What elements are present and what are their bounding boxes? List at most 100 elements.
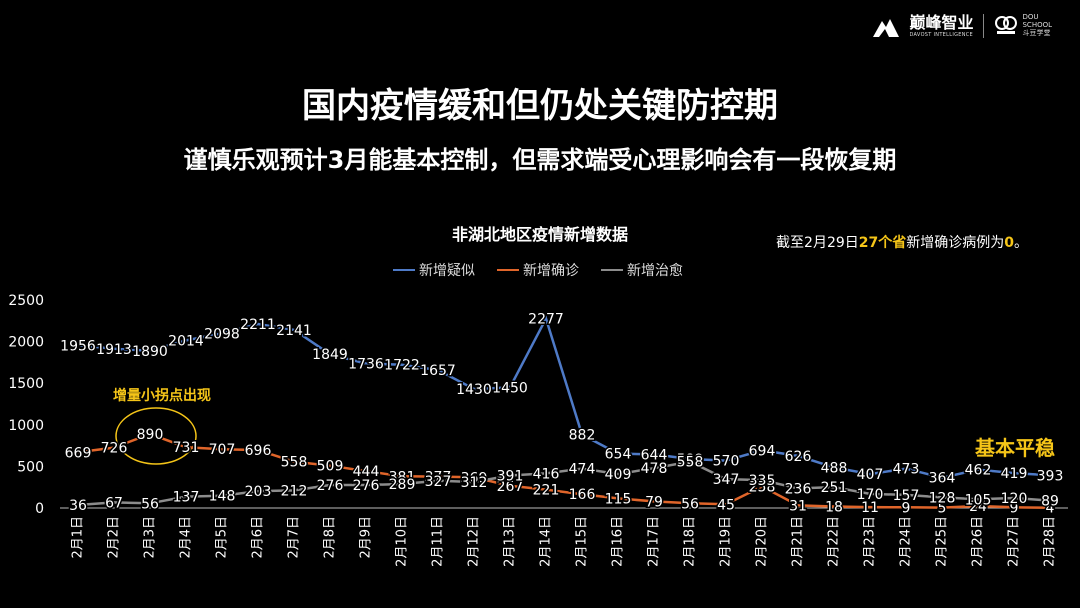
data-label: 56 — [141, 496, 159, 512]
chart-axes: 0 500 1000 1500 2000 2500 2月1日 2月2日 2月3日 2月4日 2月5日… — [8, 293, 1068, 567]
data-label: 327 — [425, 474, 452, 490]
x-tick-label: 2月9日 — [359, 516, 374, 559]
school-logo: DOU SCHOOL 斗豆学堂 — [994, 14, 1052, 37]
data-label: 1657 — [420, 363, 456, 379]
data-label: 276 — [353, 478, 380, 494]
data-label: 120 — [1001, 491, 1028, 507]
data-label: 381 — [389, 469, 416, 485]
data-label: 89 — [1041, 494, 1059, 510]
data-label: 474 — [569, 462, 596, 478]
data-label: 166 — [569, 487, 596, 503]
series-line — [77, 460, 1051, 507]
x-tick-label: 2月10日 — [395, 516, 410, 567]
x-tick-label: 2月20日 — [755, 516, 770, 567]
data-label: 694 — [749, 443, 776, 459]
chart-title: 非湖北地区疫情新增数据 — [452, 225, 628, 244]
data-label: 24 — [969, 499, 987, 515]
data-label: 137 — [173, 490, 200, 506]
data-label: 473 — [893, 462, 920, 478]
data-label: 203 — [245, 484, 272, 500]
data-label: 890 — [137, 427, 164, 443]
y-tick-label: 0 — [35, 501, 44, 517]
data-label: 312 — [461, 475, 488, 491]
data-label: 36 — [69, 498, 87, 514]
data-label: 2141 — [276, 323, 312, 339]
inflection-annotation: 增量小拐点出现 — [113, 387, 211, 404]
data-label: 2098 — [204, 326, 240, 342]
data-label: 1956 — [60, 338, 96, 354]
x-tick-label: 2月26日 — [971, 516, 986, 567]
inflection-highlight-ellipse — [115, 407, 197, 465]
legend-label: 新增治愈 — [627, 263, 683, 279]
x-tick-label: 2月17日 — [647, 516, 662, 567]
note-middle: 新增确诊病例为 — [906, 235, 1005, 251]
x-tick-label: 2月19日 — [719, 516, 734, 567]
note-suffix: 。 — [1014, 235, 1028, 251]
data-label: 726 — [101, 441, 128, 457]
school-name-cn: 斗豆学堂 — [1022, 28, 1051, 37]
brand-name: 巅峰智业 DAVOST INTELLIGENCE — [909, 14, 974, 38]
x-tick-label: 2月5日 — [215, 516, 230, 559]
data-label: 409 — [605, 467, 632, 483]
school-name-en-1: DOU — [1022, 13, 1039, 22]
stable-annotation: 基本平稳 — [975, 436, 1055, 460]
data-label: 654 — [605, 447, 632, 463]
x-tick-label: 2月11日 — [431, 516, 446, 567]
data-label: 558 — [281, 455, 308, 471]
data-label: 1913 — [96, 342, 132, 358]
legend-label: 新增确诊 — [523, 263, 579, 279]
data-label: 416 — [533, 466, 560, 482]
x-tick-label: 2月13日 — [503, 516, 518, 567]
data-label: 56 — [681, 496, 699, 512]
data-label: 488 — [821, 460, 848, 476]
data-label: 11 — [861, 500, 879, 516]
data-label: 335 — [749, 473, 776, 489]
brand-logo: 巅峰智业 DAVOST INTELLIGENCE DOU SCHOOL 斗豆学堂 — [873, 14, 1052, 38]
mountain-logo-icon — [873, 19, 900, 37]
data-label: 462 — [965, 463, 992, 479]
data-label: 9 — [902, 500, 911, 516]
x-tick-label: 2月2日 — [107, 516, 122, 559]
data-label: 289 — [389, 477, 416, 493]
data-label: 1890 — [132, 344, 168, 360]
data-label: 276 — [317, 478, 344, 494]
x-tick-label: 2月14日 — [539, 516, 554, 567]
x-tick-label: 2月23日 — [863, 516, 878, 567]
data-label: 882 — [569, 428, 596, 444]
data-label: 696 — [245, 443, 272, 459]
data-label: 128 — [929, 490, 956, 506]
data-label: 1722 — [384, 358, 420, 374]
x-tick-label: 2月15日 — [575, 516, 590, 567]
x-tick-label: 2月3日 — [143, 516, 158, 559]
data-label: 1430 — [456, 382, 492, 398]
data-label: 5 — [938, 501, 947, 517]
page-subtitle: 谨慎乐观预计3月能基本控制，但需求端受心理影响会有一段恢复期 — [183, 146, 897, 174]
x-tick-label: 2月18日 — [683, 516, 698, 567]
data-label: 1849 — [312, 347, 348, 363]
data-label: 589 — [677, 452, 704, 468]
data-label: 18 — [825, 500, 843, 516]
data-label: 170 — [857, 487, 884, 503]
data-label: 644 — [641, 447, 668, 463]
chart-series — [77, 315, 1051, 509]
data-label: 393 — [1037, 468, 1064, 484]
y-tick-label: 2500 — [8, 293, 44, 309]
series-line — [77, 432, 1051, 509]
data-label: 115 — [605, 491, 632, 507]
data-label: 2277 — [528, 312, 564, 328]
note-prefix: 截至2月29日 — [776, 235, 859, 251]
y-tick-label: 500 — [17, 459, 44, 475]
brand-name-en: DAVOST INTELLIGENCE — [909, 31, 974, 38]
data-label: 478 — [641, 461, 668, 477]
x-tick-label: 2月27日 — [1007, 516, 1022, 567]
data-label: 1736 — [348, 357, 384, 373]
x-tick-label: 2月21日 — [791, 516, 806, 567]
summary-note: 截至2月29日27个省新增确诊病例为0。 — [776, 232, 1028, 252]
data-label: 9 — [1010, 500, 1019, 516]
x-tick-label: 2月8日 — [323, 516, 338, 559]
x-tick-label: 2月7日 — [287, 516, 302, 559]
data-label: 1450 — [492, 380, 528, 396]
y-tick-label: 1000 — [8, 418, 44, 434]
data-label: 67 — [105, 495, 123, 511]
chart-legend: 新增疑似 新增确诊 新增治愈 — [393, 263, 683, 279]
